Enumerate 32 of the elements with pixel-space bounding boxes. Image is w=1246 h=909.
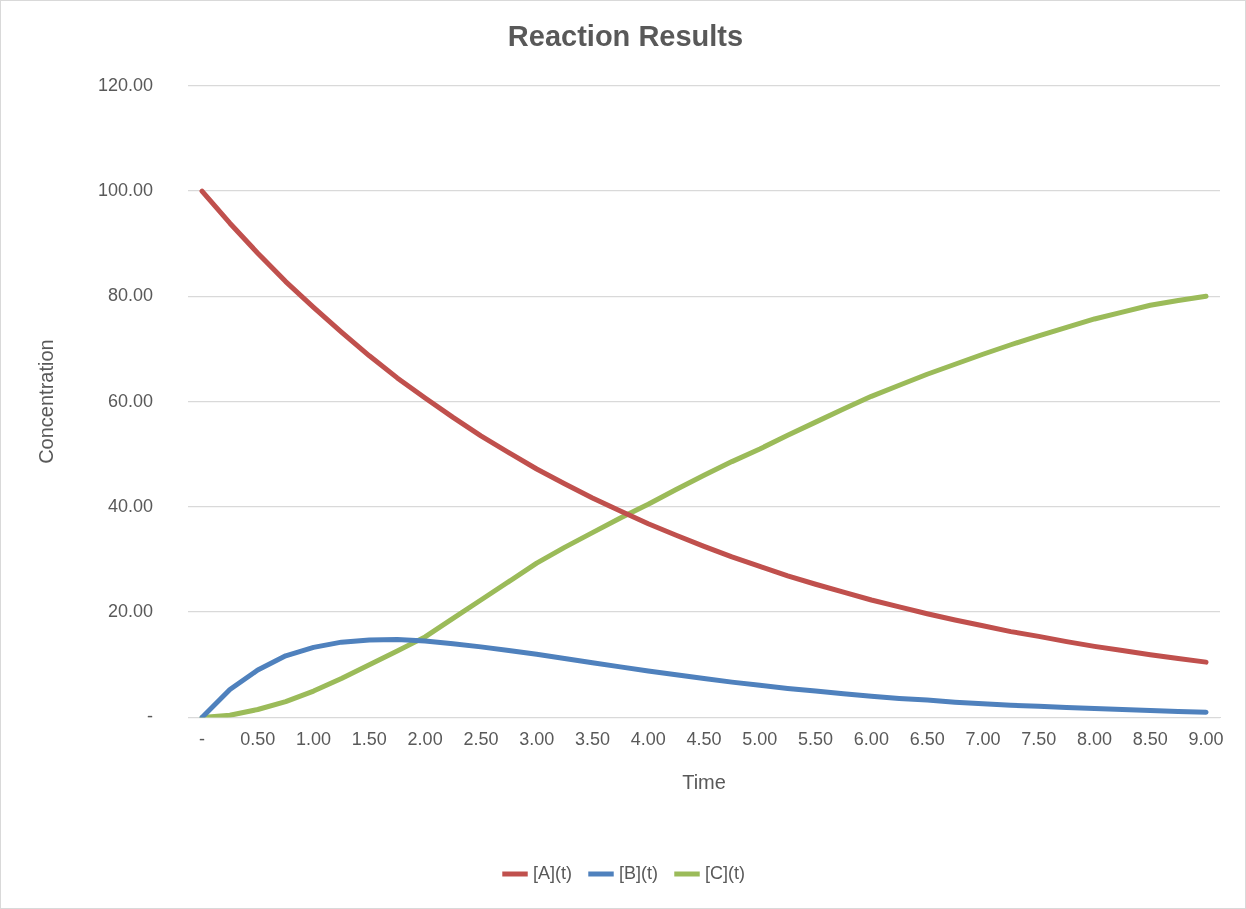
y-tick-label: 60.00 <box>108 390 154 411</box>
y-axis-title: Concentration <box>34 339 57 464</box>
x-tick-label: - <box>199 729 205 750</box>
legend-label: [A](t) <box>533 862 573 883</box>
x-tick-label: 2.50 <box>463 729 499 750</box>
x-axis-title: Time <box>682 770 726 793</box>
x-tick-label: 3.00 <box>519 729 555 750</box>
y-tick-label: 20.00 <box>108 601 154 622</box>
x-tick-label: 6.00 <box>853 729 889 750</box>
y-tick-label: 100.00 <box>97 180 154 201</box>
y-tick-label: 80.00 <box>108 285 154 306</box>
x-tick-label: 2.00 <box>407 729 443 750</box>
x-tick-label: 8.00 <box>1076 729 1113 750</box>
y-tick-label: - <box>147 706 154 727</box>
x-tick-label: 4.50 <box>686 729 722 750</box>
y-tick-label: 120.00 <box>97 74 154 95</box>
y-tick-label: 40.00 <box>108 495 154 516</box>
x-tick-label: 7.00 <box>965 729 1001 750</box>
x-tick-label: 4.00 <box>630 729 666 750</box>
x-tick-label: 8.50 <box>1132 729 1168 750</box>
x-tick-label: 5.00 <box>742 729 778 750</box>
x-tick-label: 7.50 <box>1021 729 1057 750</box>
legend-label: [B](t) <box>619 862 658 883</box>
x-tick-label: 5.50 <box>798 729 834 750</box>
x-tick-label: 9.00 <box>1188 729 1224 750</box>
x-tick-label: 6.50 <box>909 729 945 750</box>
x-tick-label: 3.50 <box>574 729 610 750</box>
legend-label: [C](t) <box>705 862 745 883</box>
x-tick-label: 1.50 <box>351 729 387 750</box>
chart-title: Reaction Results <box>507 20 744 53</box>
x-tick-label: 1.00 <box>296 729 332 750</box>
x-tick-label: 0.50 <box>240 729 276 750</box>
